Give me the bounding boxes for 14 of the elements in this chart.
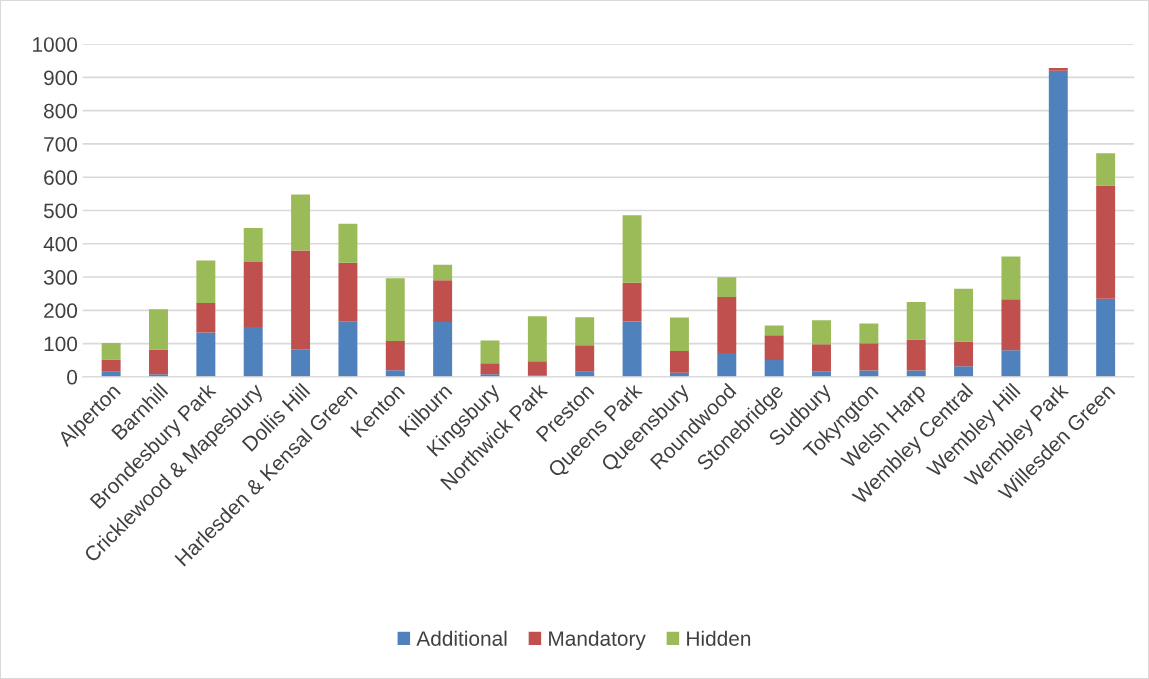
y-tick-label: 400 xyxy=(43,236,78,252)
y-tick-label: 500 xyxy=(43,203,78,219)
legend-label: Hidden xyxy=(687,630,751,646)
y-tick-label: 600 xyxy=(44,170,78,185)
y-tick-label: 100 xyxy=(44,336,78,352)
y-tick-label: 1000 xyxy=(33,37,78,52)
legend-label: Additional xyxy=(416,630,507,646)
legend-label: Mandatory xyxy=(549,630,646,651)
y-tick-label: 0 xyxy=(67,369,78,385)
y-tick-label: 200 xyxy=(44,303,78,319)
y-tick-label: 300 xyxy=(43,270,78,285)
y-tick-label: 700 xyxy=(44,136,78,152)
y-tick-label: 900 xyxy=(44,70,78,86)
y-tick-label: 800 xyxy=(44,103,78,119)
